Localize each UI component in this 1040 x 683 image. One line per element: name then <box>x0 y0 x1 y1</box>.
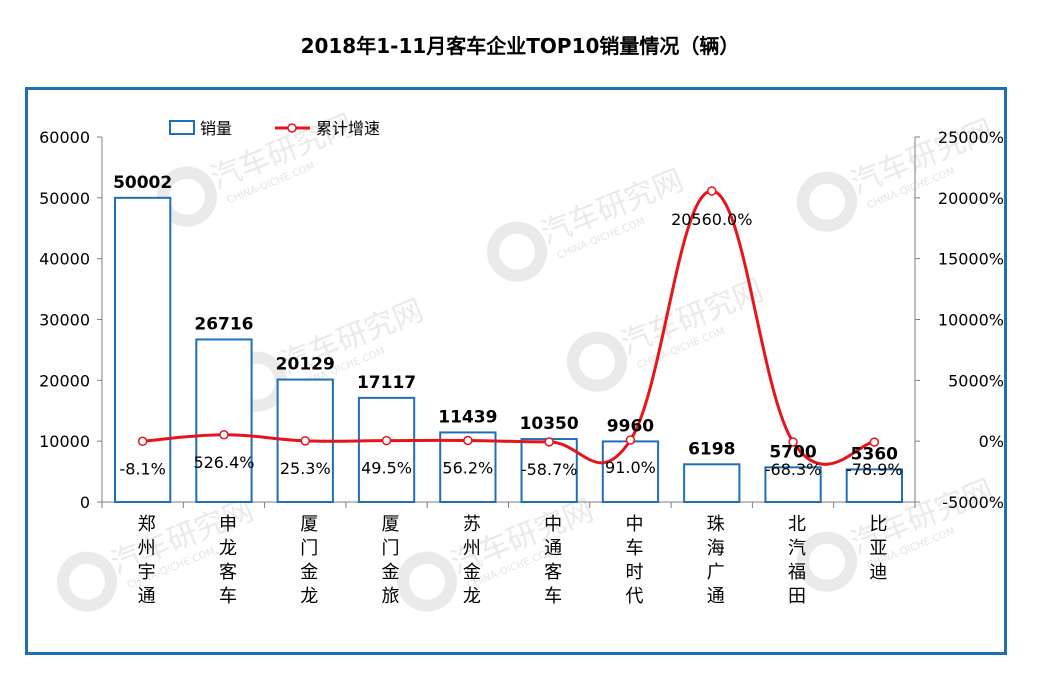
watermark-logo-icon <box>566 331 627 392</box>
bar <box>764 466 822 504</box>
bar-value-label: 50002 <box>113 173 172 193</box>
left-tick-label: 20000 <box>39 371 90 390</box>
rate-point <box>137 436 148 447</box>
rate-value-label: -68.3% <box>765 460 822 479</box>
rate-point <box>788 437 798 447</box>
bar-value-label: 17117 <box>357 373 416 393</box>
x-tick-label: 中车时代 <box>625 514 643 607</box>
legend-bar-label: 销量 <box>200 119 232 138</box>
x-tick-label: 郑州宇通 <box>138 514 156 607</box>
x-tick-label: 珠海广通 <box>707 514 725 607</box>
bar-value-label: 6198 <box>688 439 735 459</box>
watermark-logo-icon <box>486 221 547 282</box>
x-tick-label: 中通客车 <box>544 514 562 607</box>
left-tick-label: 40000 <box>39 250 90 269</box>
right-tick-label: 0% <box>979 432 1004 451</box>
bar-value-label: 26716 <box>194 314 253 334</box>
chart-title: 2018年1-11月客车企业TOP10销量情况（辆） <box>300 34 740 58</box>
x-tick-label: 厦门金旅 <box>382 514 400 607</box>
x-tick-label: 比亚迪 <box>869 514 887 583</box>
rate-value-label: 526.4% <box>193 453 254 472</box>
watermark-logo-icon <box>56 551 117 612</box>
rate-line <box>137 186 880 466</box>
x-tick-label: 北汽福田 <box>788 514 806 607</box>
right-tick-label: 15000% <box>938 250 1004 269</box>
rate-point <box>381 435 392 446</box>
left-tick-label: 0 <box>80 493 90 512</box>
legend: 销量 累计增速 <box>169 119 380 138</box>
bar <box>114 196 172 503</box>
rate-point <box>300 436 310 446</box>
left-tick-label: 30000 <box>39 311 90 330</box>
right-tick-label: 5000% <box>948 371 1004 390</box>
left-tick-label: 10000 <box>39 432 90 451</box>
bar-value-label: 11439 <box>438 407 497 427</box>
bar-value-label: 5360 <box>851 444 898 464</box>
rate-point <box>219 430 229 440</box>
right-tick-label: 10000% <box>938 311 1004 330</box>
rate-point <box>625 435 636 445</box>
bar <box>683 463 741 503</box>
rate-value-label: -8.1% <box>119 459 165 478</box>
bar <box>601 440 660 504</box>
legend-line-marker <box>287 123 297 133</box>
right-tick-label: -5000% <box>942 493 1004 512</box>
rate-point <box>869 437 880 447</box>
rate-value-label: 20560.0% <box>671 210 752 229</box>
rate-point <box>707 186 717 196</box>
rate-point <box>544 437 554 447</box>
watermark-logo-icon <box>396 551 457 612</box>
data-labels: 50002 26716 20129 17117 11439 10350 9960 6198 57… <box>113 173 903 479</box>
x-tick-label: 申龙客车 <box>219 514 237 607</box>
axes: 0 10000 20000 30000 40000 50000 60000 -5000% 0% 5… <box>39 128 1004 607</box>
left-tick-label: 50000 <box>39 189 90 208</box>
x-tick-label: 苏州金龙 <box>463 514 481 607</box>
rate-value-label: 25.3% <box>280 459 331 478</box>
rate-value-label: -78.9% <box>846 460 903 479</box>
rate-line-path <box>142 189 875 466</box>
rate-point <box>463 435 473 446</box>
bar <box>357 396 416 503</box>
bar-value-label: 9960 <box>607 416 654 436</box>
bar-value-label: 20129 <box>276 355 335 375</box>
left-tick-label: 60000 <box>39 128 90 147</box>
rate-value-label: 49.5% <box>361 459 412 478</box>
bar-value-label: 10350 <box>520 414 579 434</box>
rate-value-label: -58.7% <box>521 460 578 479</box>
rate-value-label: 91.0% <box>605 458 656 477</box>
watermark-logo-icon <box>796 171 857 232</box>
right-tick-label: 25000% <box>938 128 1004 147</box>
rate-value-label: 56.2% <box>442 458 493 477</box>
legend-bar-swatch <box>169 120 195 135</box>
plot-frame <box>25 87 1007 655</box>
bar <box>845 468 903 504</box>
x-tick-label: 厦门金龙 <box>300 514 318 607</box>
bar <box>195 338 253 503</box>
bar-value-label: 5700 <box>769 442 816 462</box>
legend-line-label: 累计增速 <box>316 119 380 138</box>
watermark-logo-icon <box>796 531 857 592</box>
bars <box>114 196 903 504</box>
right-tick-label: 20000% <box>938 189 1004 208</box>
